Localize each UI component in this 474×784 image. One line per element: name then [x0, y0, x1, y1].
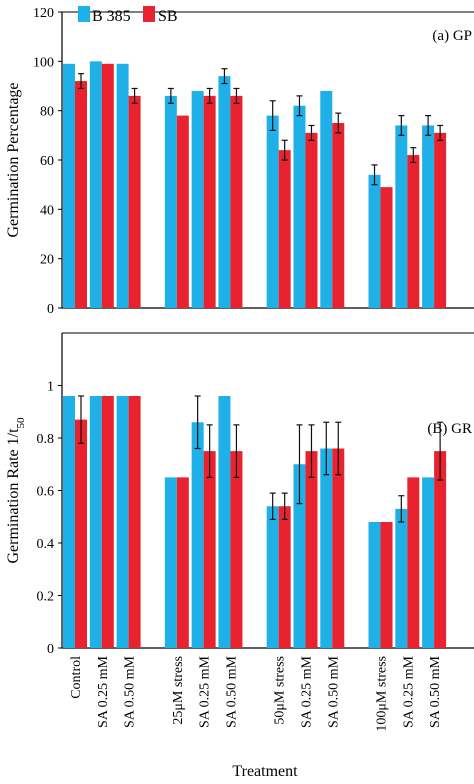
bar-sb: [278, 506, 291, 648]
legend-swatch: [143, 6, 155, 22]
bar-sb: [128, 95, 141, 308]
panel-label: (B) GR: [427, 421, 472, 437]
bar-sb: [305, 451, 318, 648]
y-tick-label: 0: [47, 642, 54, 657]
bar-b385: [320, 448, 333, 648]
y-tick-label: 80: [40, 105, 54, 120]
category-label: Control: [69, 656, 84, 699]
y-tick-label: 0.4: [37, 537, 55, 552]
bar-b385: [395, 508, 408, 648]
category-label: SA 0.25 mM: [96, 655, 111, 728]
x-axis-title: Treatment: [232, 763, 298, 780]
bar-sb: [380, 187, 393, 308]
y-tick-label: 20: [40, 253, 54, 268]
bar-sb: [176, 477, 189, 648]
bar-sb: [305, 132, 318, 308]
y-axis-title: Germination Percentage: [5, 82, 22, 237]
panel-label: (a) GP: [432, 28, 472, 44]
y-tick-label: 1: [47, 380, 54, 395]
bar-b385: [218, 76, 231, 308]
bar-b385: [218, 396, 231, 648]
bar-b385: [368, 174, 381, 308]
bar-b385: [422, 125, 435, 308]
bar-b385: [395, 125, 408, 308]
bar-sb: [434, 132, 447, 308]
y-tick-label: 100: [33, 55, 54, 70]
bar-b385: [266, 506, 279, 648]
category-label: SA 0.50 mM: [428, 655, 443, 728]
bar-b385: [293, 464, 306, 648]
bar-b385: [164, 477, 177, 648]
bar-sb: [407, 477, 420, 648]
bar-sb: [176, 115, 189, 308]
bar-b385: [116, 396, 129, 648]
bar-sb: [203, 95, 216, 308]
bar-b385: [89, 396, 102, 648]
bar-b385: [422, 477, 435, 648]
y-axis-title-text: Germination Rate 1/t: [5, 428, 22, 564]
category-label: SA 0.25 mM: [299, 655, 314, 728]
bar-sb: [380, 522, 393, 648]
legend-swatch: [78, 6, 90, 22]
bar-b385: [266, 115, 279, 308]
legend: B 385 SB: [78, 6, 178, 25]
legend-label: B 385: [92, 8, 131, 25]
category-labels: Control SA 0.25 mM SA 0.50 mM 25μM stress SA…: [69, 655, 443, 731]
legend-label: SB: [158, 8, 178, 25]
category-label: SA 0.50 mM: [224, 655, 239, 728]
y-tick-label: 0.6: [37, 485, 55, 500]
y-axis-title: Germination Rate 1/t50: [5, 417, 27, 564]
category-label: 25μM stress: [171, 656, 186, 725]
y-axis-title-subscript: 50: [15, 417, 27, 429]
y-tick-label: 0.2: [37, 590, 55, 605]
bar-sb: [75, 81, 87, 308]
y-tick-label: 60: [40, 154, 54, 169]
category-label: SA 0.50 mM: [123, 655, 138, 728]
bar-sb: [101, 396, 114, 648]
category-label: SA 0.50 mM: [326, 655, 341, 728]
bar-b385: [89, 61, 102, 309]
panel-a-germination-percentage: 0 20 40 60 80 100 120 Germination Percentage (a)…: [5, 6, 474, 317]
bar-sb: [434, 451, 447, 648]
bar-b385: [116, 63, 129, 308]
bar-sb: [101, 63, 114, 308]
bar-b385: [63, 63, 75, 308]
bar-sb: [332, 123, 345, 308]
bar-b385: [320, 90, 333, 308]
category-label: 50μM stress: [273, 656, 288, 725]
y-axis-title-text: Germination Percentage: [5, 82, 22, 237]
y-tick-label: 0.8: [37, 432, 55, 447]
bar-b385: [63, 396, 75, 648]
bar-sb: [230, 451, 243, 648]
bar-b385: [368, 522, 381, 648]
y-tick-label: 120: [33, 6, 54, 21]
bar-sb: [332, 448, 345, 648]
category-label: 100μM stress: [375, 656, 390, 732]
bar-sb: [128, 396, 141, 648]
bar-sb: [230, 95, 243, 308]
category-label: SA 0.25 mM: [401, 655, 416, 728]
bar-b385: [293, 105, 306, 308]
bar-b385: [191, 90, 204, 308]
bar-b385: [164, 95, 177, 308]
y-tick-label: 40: [40, 203, 54, 218]
bar-sb: [407, 155, 420, 308]
category-label: SA 0.25 mM: [198, 655, 213, 728]
bar-sb: [278, 150, 291, 308]
bar-b385: [191, 422, 204, 648]
bar-sb: [75, 419, 87, 648]
y-tick-label: 0: [47, 302, 54, 317]
bar-sb: [203, 451, 216, 648]
panel-b-germination-rate: 0 0.2 0.4 0.6 0.8 1 Germination Rate 1/t50 (B) …: [5, 332, 474, 657]
